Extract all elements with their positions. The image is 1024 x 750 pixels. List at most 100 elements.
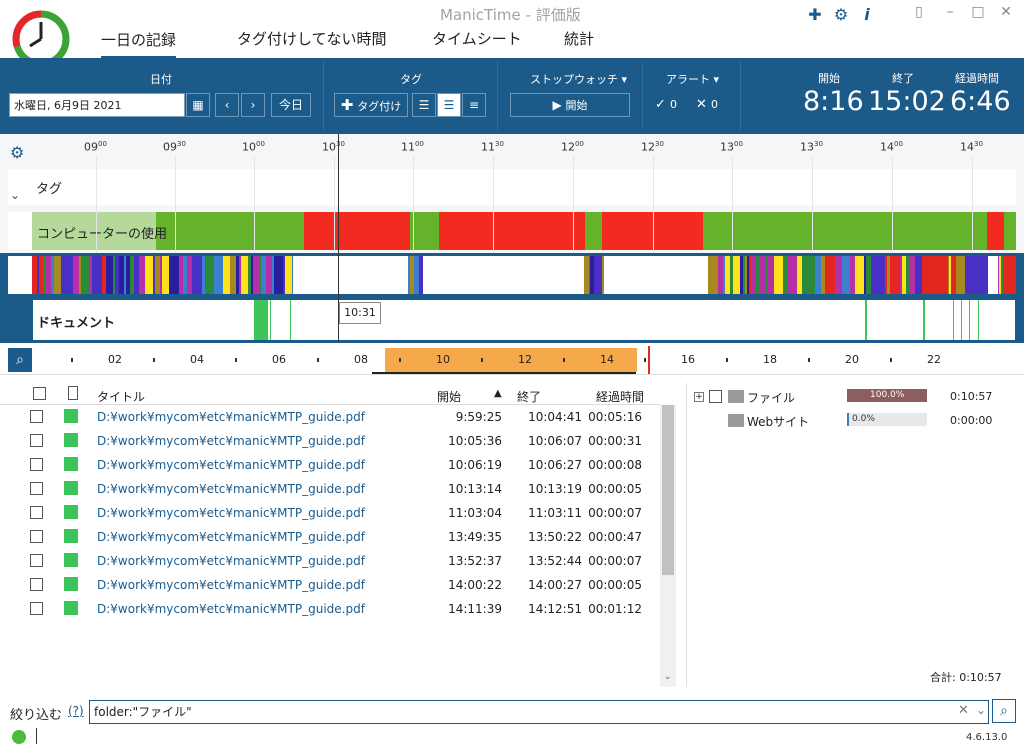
document-usage-bar[interactable] <box>33 300 1015 340</box>
table-row[interactable]: D:¥work¥mycom¥etc¥manic¥MTP_guide.pdf 14:… <box>0 597 660 621</box>
summary-checkbox[interactable] <box>709 390 722 403</box>
scroll-down-icon[interactable]: ⌄ <box>664 672 672 682</box>
app-segment[interactable] <box>594 256 602 294</box>
document-segment[interactable] <box>969 300 970 340</box>
app-segment[interactable] <box>767 256 774 294</box>
app-segment[interactable] <box>965 256 969 294</box>
app-segment[interactable] <box>124 256 126 294</box>
row-checkbox[interactable] <box>30 674 43 687</box>
app-segment[interactable] <box>878 256 885 294</box>
app-segment[interactable] <box>283 256 285 294</box>
row-checkbox[interactable] <box>30 554 43 567</box>
app-segment[interactable] <box>760 256 765 294</box>
select-all-checkbox[interactable] <box>33 387 46 400</box>
timeline-settings-icon[interactable]: ⚙ <box>10 143 25 162</box>
app-segment[interactable] <box>259 256 261 294</box>
app-segment[interactable] <box>906 256 909 294</box>
alert-label[interactable]: アラート ▾ <box>666 71 719 87</box>
app-segment[interactable] <box>139 256 145 294</box>
app-segment[interactable] <box>187 256 192 294</box>
filter-input[interactable]: folder:"ファイル" <box>89 700 989 724</box>
app-segment[interactable] <box>253 256 259 294</box>
tag-button[interactable]: ✚ タグ付け <box>334 93 408 117</box>
date-field[interactable]: 水曜日, 6月9日 2021 <box>9 93 185 117</box>
chevron-down-icon[interactable]: ⌄ <box>976 703 987 717</box>
app-segment[interactable] <box>145 256 153 294</box>
row-checkbox[interactable] <box>30 578 43 591</box>
app-segment[interactable] <box>730 256 733 294</box>
list-view-icon[interactable]: ☰ <box>412 93 436 117</box>
app-segment[interactable] <box>1003 256 1016 294</box>
row-title[interactable]: D:¥work¥mycom¥etc¥manic¥MTP_guide.pdf <box>97 530 365 544</box>
app-segment[interactable] <box>223 256 230 294</box>
app-segment[interactable] <box>802 256 810 294</box>
row-title[interactable]: D:¥work¥mycom¥etc¥manic¥MTP_guide.pdf <box>97 650 365 664</box>
app-segment[interactable] <box>179 256 183 294</box>
app-segment[interactable] <box>202 256 205 294</box>
row-checkbox[interactable] <box>30 482 43 495</box>
row-title[interactable]: D:¥work¥mycom¥etc¥manic¥MTP_guide.pdf <box>97 554 365 568</box>
app-segment[interactable] <box>160 256 162 294</box>
table-row[interactable]: D:¥work¥mycom¥etc¥manic¥MTP_guide.pdf 10:… <box>0 429 660 453</box>
app-segment[interactable] <box>236 256 239 294</box>
app-segment[interactable] <box>589 256 590 294</box>
clear-icon[interactable]: ✕ <box>958 703 969 718</box>
filter-search-button[interactable]: ⌕ <box>992 699 1016 723</box>
app-segment[interactable] <box>169 256 179 294</box>
app-segment[interactable] <box>740 256 743 294</box>
alert-check[interactable]: ✓ 0 <box>655 97 677 112</box>
app-segment[interactable] <box>79 256 81 294</box>
row-title[interactable]: D:¥work¥mycom¥etc¥manic¥MTP_guide.pdf <box>97 506 365 520</box>
scrollbar-thumb[interactable] <box>662 405 674 575</box>
start-button[interactable]: ▶ 開始 <box>510 93 630 117</box>
app-segment[interactable] <box>783 256 788 294</box>
app-segment[interactable] <box>774 256 783 294</box>
app-segment[interactable] <box>266 256 272 294</box>
app-segment[interactable] <box>248 256 251 294</box>
close-icon[interactable]: ✕ <box>1000 4 1012 20</box>
app-segment[interactable] <box>714 256 718 294</box>
app-segment[interactable] <box>132 256 134 294</box>
row-checkbox[interactable] <box>30 626 43 639</box>
app-segment[interactable] <box>749 256 751 294</box>
app-segment[interactable] <box>45 256 51 294</box>
usage-segment[interactable] <box>602 212 703 250</box>
app-segment[interactable] <box>835 256 842 294</box>
document-segment[interactable] <box>290 300 291 340</box>
computer-usage-bar[interactable] <box>32 212 1016 250</box>
row-title[interactable]: D:¥work¥mycom¥etc¥manic¥MTP_guide.pdf <box>97 434 365 448</box>
app-segment[interactable] <box>205 256 214 294</box>
app-segment[interactable] <box>584 256 589 294</box>
tab-statistics[interactable]: 統計 <box>564 30 595 48</box>
chevron-down-icon[interactable]: ⌄ <box>10 188 21 202</box>
app-segment[interactable] <box>115 256 119 294</box>
app-segment[interactable] <box>119 256 124 294</box>
tab-daily-record[interactable]: 一日の記録 <box>101 29 177 58</box>
app-segment[interactable] <box>887 256 890 294</box>
scrubber-selection[interactable] <box>385 348 637 372</box>
summary-item-label[interactable]: ファイル <box>747 391 796 405</box>
usage-segment[interactable] <box>1004 212 1016 250</box>
app-segment[interactable] <box>968 256 988 294</box>
app-segment[interactable] <box>765 256 767 294</box>
app-segment[interactable] <box>602 256 604 294</box>
app-segment[interactable] <box>922 256 948 294</box>
app-segment[interactable] <box>904 256 906 294</box>
app-segment[interactable] <box>871 256 878 294</box>
app-segment[interactable] <box>39 256 43 294</box>
table-row[interactable]: D:¥work¥mycom¥etc¥manic¥MTP_guide.pdf 14:… <box>0 621 660 639</box>
app-segment[interactable] <box>708 256 714 294</box>
app-segment[interactable] <box>408 256 410 294</box>
document-segment[interactable] <box>865 300 867 340</box>
app-segment[interactable] <box>251 256 253 294</box>
row-checkbox[interactable] <box>30 410 43 423</box>
app-segment[interactable] <box>949 256 951 294</box>
restore-icon[interactable]: ▯ <box>915 4 923 20</box>
app-segment[interactable] <box>214 256 223 294</box>
app-segment[interactable] <box>130 256 132 294</box>
document-segment[interactable] <box>923 300 925 340</box>
app-segment[interactable] <box>162 256 169 294</box>
gear-icon[interactable]: ⚙ <box>833 5 849 24</box>
app-segment[interactable] <box>718 256 723 294</box>
app-segment[interactable] <box>230 256 236 294</box>
